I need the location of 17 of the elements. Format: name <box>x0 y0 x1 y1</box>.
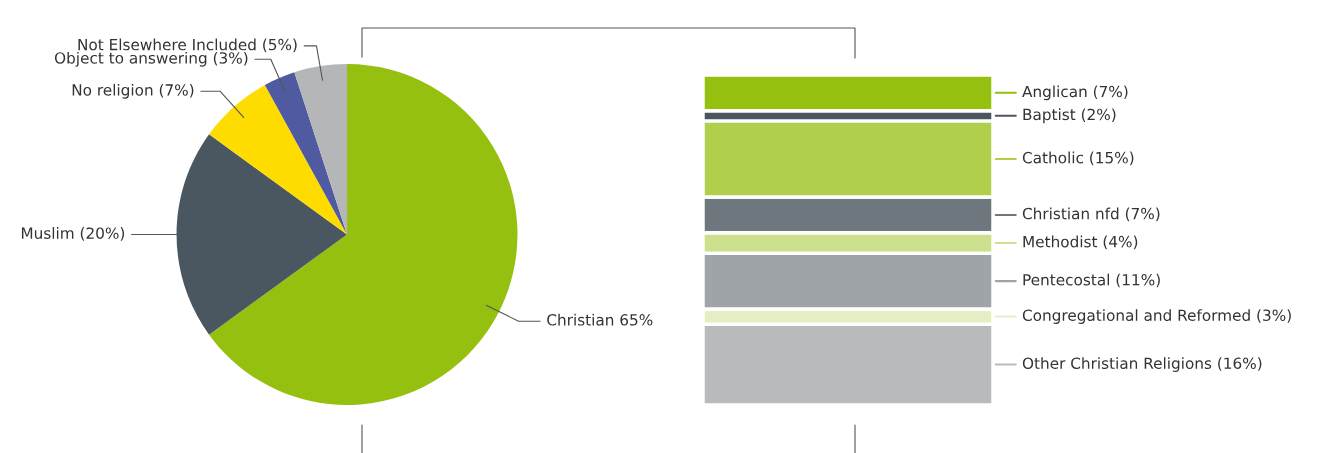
legend-label: Baptist (2%) <box>1023 108 1116 124</box>
slice-label: No religion (7%) <box>72 83 194 99</box>
pie-slice <box>209 85 347 235</box>
legend-label: Methodist (4%) <box>1023 235 1138 250</box>
series-label: Catholic (15%) <box>1022 151 1134 166</box>
pie-slice <box>264 72 347 235</box>
pie-slice <box>294 64 347 235</box>
slice-label: Muslim (20%) <box>21 227 125 241</box>
slice-label: Christian 65% <box>547 313 653 326</box>
legend-label: Other Christian Religions (16%) <box>1022 357 1262 372</box>
legend-label: Congregational and Reformed (3%) <box>1022 309 1291 324</box>
legend-label: Anglican (7%) <box>1022 85 1128 101</box>
slice-label: Not Elsewhere Included (5%) <box>78 38 297 53</box>
pie-slice <box>209 64 518 405</box>
legend-label: Christian nfd (7%) <box>1022 207 1160 222</box>
slice-label: Object to answering (3%) <box>54 51 248 67</box>
legend-label: Pentecostal (11%) <box>1023 273 1160 288</box>
